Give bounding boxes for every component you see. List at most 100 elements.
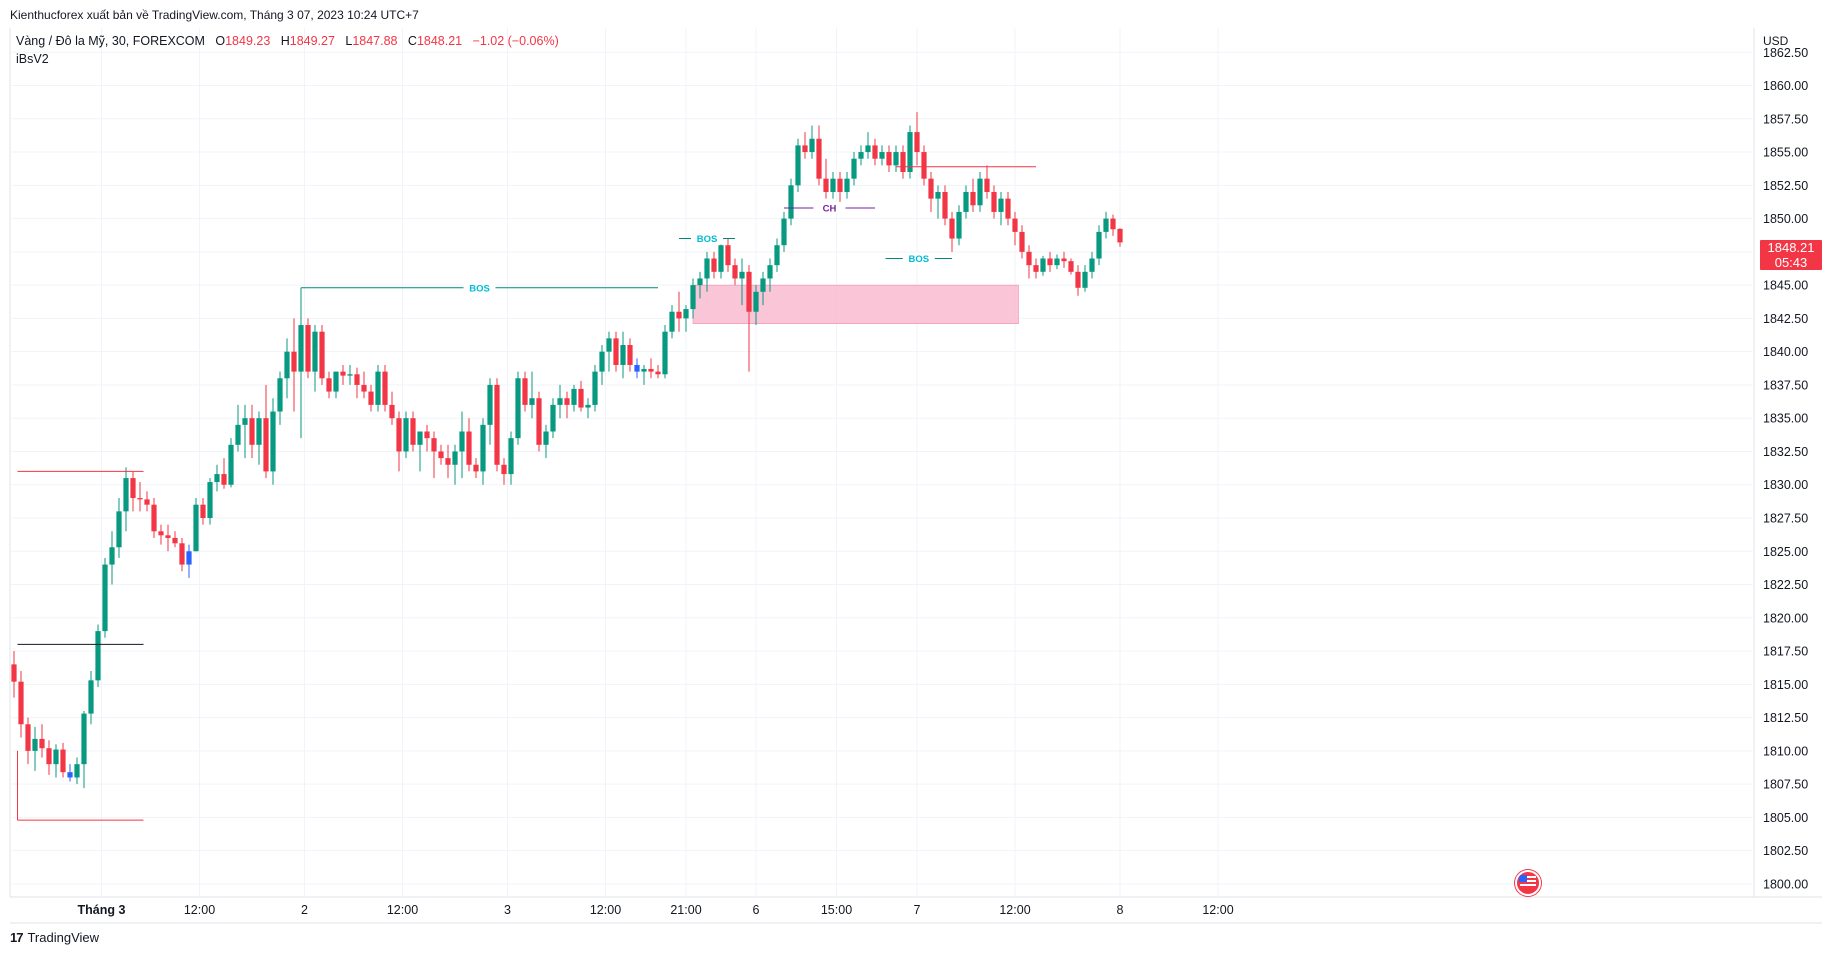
candle-body bbox=[1040, 258, 1046, 272]
price-tick-label: 1810.00 bbox=[1763, 744, 1808, 758]
bos-label: BOS bbox=[469, 283, 490, 294]
candle-body bbox=[585, 404, 591, 408]
candle-body bbox=[242, 418, 248, 425]
candle-body bbox=[354, 374, 360, 385]
price-axis[interactable]: 1800.00 1802.50 1805.00 1807.50 1810.00 1812.… bbox=[1763, 46, 1808, 892]
candle-body bbox=[872, 145, 878, 159]
choch-label: CH bbox=[823, 203, 837, 214]
candle-body bbox=[858, 152, 864, 159]
open-value: 1849.23 bbox=[225, 34, 271, 48]
price-tick-label: 1832.50 bbox=[1763, 445, 1808, 459]
candle-body bbox=[676, 311, 682, 319]
candle-body bbox=[186, 551, 192, 565]
candle-body bbox=[907, 132, 913, 173]
price-tick-label: 1862.50 bbox=[1763, 46, 1808, 60]
time-tick-label: 2 bbox=[301, 903, 308, 917]
time-tick-label: 6 bbox=[753, 903, 760, 917]
candle-body bbox=[767, 265, 773, 279]
candle-body bbox=[1054, 258, 1060, 266]
candle-body bbox=[1061, 258, 1067, 262]
candle-body bbox=[1117, 228, 1123, 243]
time-tick-label: 8 bbox=[1117, 903, 1124, 917]
price-tick-label: 1857.50 bbox=[1763, 112, 1808, 126]
candle-body bbox=[284, 351, 290, 379]
tradingview-mark-icon: 17 bbox=[10, 930, 24, 945]
candle-body bbox=[431, 438, 437, 452]
candle-body bbox=[669, 311, 675, 332]
smart-money-annotations: BOS BOS CH BOS bbox=[17, 166, 1036, 821]
candle-body bbox=[277, 378, 283, 412]
last-price-tag: 1848.21 05:43 bbox=[1760, 240, 1822, 270]
price-tick-label: 1807.50 bbox=[1763, 778, 1808, 792]
price-tick-label: 1840.00 bbox=[1763, 345, 1808, 359]
candle-body bbox=[95, 631, 101, 681]
price-tick-label: 1800.00 bbox=[1763, 877, 1808, 891]
candle-body bbox=[361, 384, 367, 392]
candle-body bbox=[382, 371, 388, 405]
price-tick-label: 1802.50 bbox=[1763, 844, 1808, 858]
price-tick-label: 1852.50 bbox=[1763, 179, 1808, 193]
candle-body bbox=[319, 331, 325, 379]
price-tick-label: 1812.50 bbox=[1763, 711, 1808, 725]
candle-body bbox=[998, 198, 1004, 212]
candle-body bbox=[88, 680, 94, 714]
candle-body bbox=[221, 474, 227, 485]
candle-body bbox=[1012, 218, 1018, 232]
change-value: −1.02 (−0.06%) bbox=[472, 34, 559, 48]
candle-body bbox=[417, 431, 423, 445]
candle-body bbox=[193, 504, 199, 552]
us-flag-icon[interactable] bbox=[1515, 870, 1541, 896]
price-tick-label: 1825.00 bbox=[1763, 545, 1808, 559]
candles-layer bbox=[11, 112, 1123, 789]
candle-body bbox=[214, 474, 220, 483]
time-axis[interactable]: Tháng 3 12:00 2 12:00 3 12:00 21:00 6 15:00 7 12:0… bbox=[78, 903, 1234, 917]
price-tick-label: 1842.50 bbox=[1763, 312, 1808, 326]
tradingview-logo[interactable]: 17 TradingView bbox=[10, 930, 99, 945]
candle-body bbox=[662, 331, 668, 375]
currency-label[interactable]: USD bbox=[1763, 34, 1789, 48]
candle-body bbox=[984, 178, 990, 192]
candle-body bbox=[942, 191, 948, 219]
candle-body bbox=[536, 398, 542, 445]
price-tick-label: 1845.00 bbox=[1763, 279, 1808, 293]
candle-body bbox=[711, 258, 717, 272]
candle-body bbox=[851, 158, 857, 179]
price-tick-label: 1815.00 bbox=[1763, 678, 1808, 692]
candle-body bbox=[928, 178, 934, 199]
candle-body bbox=[781, 218, 787, 246]
tradingview-brand-text: TradingView bbox=[27, 930, 100, 945]
candle-body bbox=[60, 749, 66, 773]
candle-body bbox=[837, 178, 843, 192]
price-tick-label: 1805.00 bbox=[1763, 811, 1808, 825]
symbol-legend: Vàng / Đô la Mỹ, 30, FOREXCOM O1849.23 H… bbox=[16, 34, 559, 48]
candle-body bbox=[529, 398, 535, 405]
candle-body bbox=[515, 378, 521, 439]
low-label: L bbox=[345, 34, 353, 48]
candle-body bbox=[935, 191, 941, 199]
high-value: 1849.27 bbox=[289, 34, 335, 48]
candle-body bbox=[116, 511, 122, 548]
high-label: H bbox=[280, 34, 290, 48]
candle-body bbox=[11, 664, 17, 682]
candle-body bbox=[634, 364, 640, 372]
candle-body bbox=[739, 271, 745, 279]
candle-body bbox=[270, 411, 276, 472]
price-tick-label: 1822.50 bbox=[1763, 578, 1808, 592]
indicator-label[interactable]: iBsV2 bbox=[16, 52, 49, 66]
time-tick-label: 7 bbox=[914, 903, 921, 917]
candle-body bbox=[865, 145, 871, 153]
time-tick-label: 12:00 bbox=[590, 903, 621, 917]
candle-body bbox=[25, 724, 31, 751]
candle-body bbox=[809, 138, 815, 153]
candle-body bbox=[487, 384, 493, 425]
candle-body bbox=[914, 132, 920, 153]
symbol-name: Vàng / Đô la Mỹ, 30, FOREXCOM bbox=[16, 34, 205, 48]
candle-body bbox=[39, 738, 45, 749]
candle-body bbox=[165, 535, 171, 538]
time-tick-label: 15:00 bbox=[821, 903, 852, 917]
candle-body bbox=[312, 331, 318, 372]
candle-body bbox=[956, 211, 962, 239]
open-label: O bbox=[215, 34, 226, 48]
candle-body bbox=[326, 378, 332, 392]
